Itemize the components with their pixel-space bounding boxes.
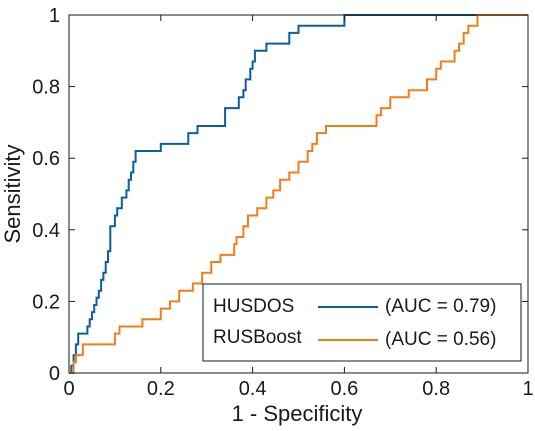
legend-auc-rusboost: (AUC = 0.56) bbox=[385, 329, 496, 350]
x-tick-label: 0.6 bbox=[330, 378, 358, 400]
legend-auc-husdos: (AUC = 0.79) bbox=[385, 296, 496, 317]
legend-label-husdos: HUSDOS bbox=[213, 296, 294, 317]
y-tick-label: 0 bbox=[49, 363, 60, 385]
legend-box bbox=[202, 283, 522, 362]
y-tick-label: 1 bbox=[49, 5, 60, 27]
y-tick-label: 0.6 bbox=[32, 148, 60, 170]
tick-labels: 0 0.2 0.4 0.6 0.8 1 0 0.2 0.4 0.6 0.8 1 bbox=[32, 5, 533, 400]
axes-box bbox=[68, 14, 529, 374]
x-tick-label: 0.2 bbox=[147, 378, 175, 400]
y-tick-label: 0.8 bbox=[32, 77, 60, 99]
x-tick-label: 1 bbox=[522, 378, 533, 400]
legend-label-rusboost: RUSBoost bbox=[213, 327, 302, 348]
y-axis-title: Sensitivity bbox=[0, 144, 25, 243]
x-tick-label: 0.8 bbox=[422, 378, 450, 400]
legend: HUSDOS (AUC = 0.79) RUSBoost (AUC = 0.56… bbox=[202, 283, 522, 362]
series-line-husdos bbox=[69, 14, 528, 374]
axes-frame bbox=[68, 14, 529, 374]
tick-marks bbox=[68, 14, 529, 374]
plot-area bbox=[69, 14, 528, 374]
series-line-rusboost bbox=[69, 14, 528, 374]
y-tick-label: 0.2 bbox=[32, 291, 60, 313]
x-axis-title: 1 - Specificity bbox=[232, 401, 363, 426]
x-tick-label: 0.4 bbox=[239, 378, 267, 400]
y-tick-label: 0.4 bbox=[32, 220, 60, 242]
x-tick-label: 0 bbox=[63, 378, 74, 400]
